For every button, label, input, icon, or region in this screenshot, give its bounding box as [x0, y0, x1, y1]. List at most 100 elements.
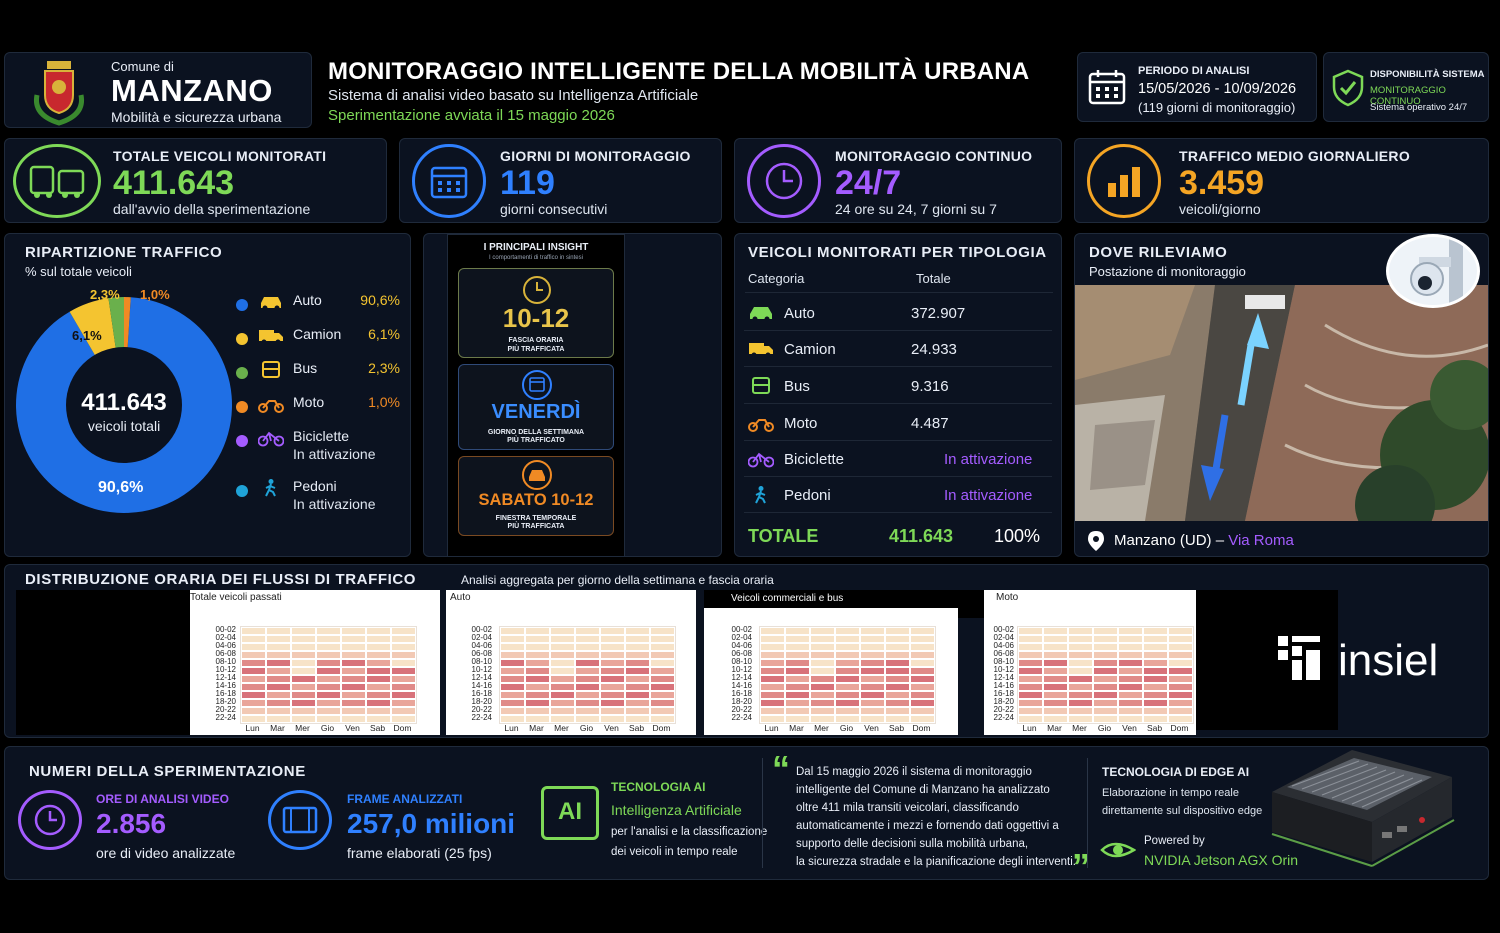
insights-subtitle: I comportamenti di traffico in sintesi	[489, 255, 583, 261]
heatmap-cell	[1018, 659, 1043, 667]
heatmap-cell	[241, 699, 266, 707]
table-total-label: TOTALE	[748, 526, 819, 546]
period-label: PERIODO DI ANALISI	[1138, 65, 1250, 77]
heatmap-commercial-title: Veicoli commerciali e bus	[731, 593, 844, 604]
heatmap-cell	[1143, 659, 1168, 667]
legend-pct-camion: 6,1%	[368, 326, 400, 342]
heatmap-cell	[1093, 635, 1118, 643]
heatmap-hour-label: 10-12	[993, 665, 1014, 674]
heatmap-cell	[316, 691, 341, 699]
heatmap-cell	[366, 635, 391, 643]
heatmap-hour-label: 08-10	[471, 657, 492, 666]
heatmap-cell	[1143, 635, 1168, 643]
heatmap-row-labels: 00-02 02-04 04-06 06-08 08-10 10-12 12-14 14-16…	[984, 626, 1014, 722]
table-row: Biciclette In attivazione	[744, 441, 1052, 477]
kpi-total-label: TOTALE VEICOLI MONITORATI	[113, 148, 327, 164]
calendar-icon	[522, 370, 552, 400]
heatmap-cell	[810, 635, 835, 643]
jetson-device-image	[1271, 750, 1455, 867]
heatmap-cell	[835, 715, 860, 723]
vehicles-icon	[13, 144, 101, 218]
heatmap-cell	[1143, 699, 1168, 707]
heatmap-cell	[1043, 627, 1068, 635]
edge-line2: direttamente sul dispositivo edge	[1102, 805, 1263, 817]
donut-chart	[15, 297, 233, 513]
heatmap-cell	[266, 675, 291, 683]
truck-icon	[749, 343, 773, 358]
kpi-days: GIORNI DI MONITORAGGIO 119 giorni consec…	[399, 138, 722, 223]
kpi-total-vehicles: TOTALE VEICOLI MONITORATI 411.643 dall'a…	[4, 138, 387, 223]
heatmap-cell	[885, 675, 910, 683]
heatmap-cell	[1068, 707, 1093, 715]
heatmap-cell	[760, 627, 785, 635]
heatmap-cell	[1118, 651, 1143, 659]
heatmap-hour-label: 02-04	[731, 633, 752, 642]
heatmap-cell	[1043, 691, 1068, 699]
heatmap-cell	[1093, 675, 1118, 683]
quote-line: la sicurezza stradale e la pianificazion…	[796, 856, 1076, 868]
heatmap-cell	[910, 715, 935, 723]
heatmap-cell	[760, 659, 785, 667]
heatmap-cell	[341, 635, 366, 643]
heatmap-cell	[1018, 651, 1043, 659]
ai-line2: dei veicoli in tempo reale	[611, 846, 738, 858]
heatmap-cell	[366, 675, 391, 683]
heatmap-day-label: Dom	[652, 723, 671, 733]
heatmap-cell	[810, 683, 835, 691]
heatmap-cell	[341, 699, 366, 707]
heatmap-cell	[885, 635, 910, 643]
heatmap-cell	[885, 683, 910, 691]
legend-bus: Bus 2,3%	[236, 360, 406, 394]
heatmap-cell	[316, 707, 341, 715]
heatmap-cell	[810, 707, 835, 715]
bicycle-icon	[748, 452, 774, 468]
heatmap-cell	[1068, 643, 1093, 651]
heatmap-hour-label: 18-20	[471, 697, 492, 706]
table-row-value: 9.316	[911, 378, 949, 395]
availability-note: Sistema operativo 24/7	[1370, 102, 1468, 113]
heatmap-cell	[1068, 691, 1093, 699]
heatmap-cell	[241, 667, 266, 675]
heatmap-cell	[316, 643, 341, 651]
heatmap-hour-label: 08-10	[215, 657, 236, 666]
heatmap-cell	[291, 707, 316, 715]
heatmap-cell	[525, 627, 550, 635]
table-row: Moto 4.487	[744, 405, 1052, 441]
heatmap-cell	[1118, 683, 1143, 691]
heatmap-cell	[316, 675, 341, 683]
heatmap-day-label: Lun	[504, 723, 519, 733]
table-row-value: 372.907	[911, 305, 966, 322]
bar-chart-icon	[1087, 144, 1161, 218]
heatmap-cell	[1168, 651, 1193, 659]
kpi-total-value: 411.643	[113, 164, 235, 202]
heatmap-cell	[316, 715, 341, 723]
donut-center-value: 411.643	[81, 389, 167, 416]
heatmap-cell	[860, 635, 885, 643]
heatmap-cell	[835, 683, 860, 691]
heatmap-day-label: Ven	[604, 723, 619, 733]
kpi-continuous-sub: 24 ore su 24, 7 giorni su 7	[835, 201, 997, 217]
table-row-value: In attivazione	[944, 487, 1033, 504]
heatmap-cell	[1168, 635, 1193, 643]
heatmap-cell	[391, 707, 416, 715]
heatmap-cell	[910, 683, 935, 691]
frames-sub: frame elaborati (25 fps)	[347, 845, 492, 861]
heatmap-cell	[785, 699, 810, 707]
heatmap-grid	[759, 626, 936, 724]
heatmap-cell	[341, 691, 366, 699]
insight-window-label2: PIÙ TRAFFICATA	[507, 523, 565, 530]
heatmap-cell	[391, 627, 416, 635]
heatmap-hour-label: 06-08	[731, 649, 752, 658]
heatmap-row-labels: 00-02 02-04 04-06 06-08 08-10 10-12 12-14 14-16…	[722, 626, 752, 722]
nvidia-logo-icon	[1100, 842, 1136, 858]
heatmap-day-label: Mer	[1072, 723, 1087, 733]
heatmap-cell	[391, 675, 416, 683]
heatmap-day-label: Ven	[345, 723, 360, 733]
heatmap-cell	[391, 691, 416, 699]
heatmap-cell	[625, 699, 650, 707]
heatmap-cell	[1093, 659, 1118, 667]
shield-check-icon	[1332, 69, 1364, 107]
heatmap-cell	[266, 699, 291, 707]
heatmap-cell	[1118, 675, 1143, 683]
heatmap-cell	[885, 699, 910, 707]
